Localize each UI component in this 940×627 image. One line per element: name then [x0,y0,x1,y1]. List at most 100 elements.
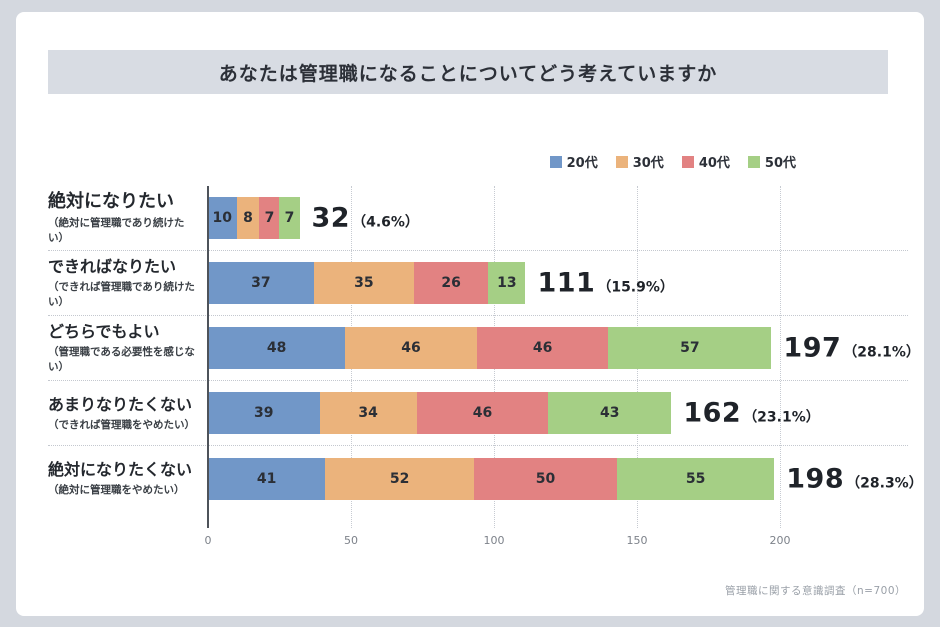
segment-value: 55 [685,470,706,487]
chart-row: あまりなりたくない （できれば管理職をやめたい） 39 34 46 43 162 （23.1%… [48,381,908,446]
legend-item: 50代 [747,152,796,171]
stacked-bar: 41 52 50 55 [208,457,775,500]
legend-item: 20代 [549,152,598,171]
row-total-value: 198 [786,463,845,494]
chart-title: あなたは管理職になることについてどう考えていますか [218,62,718,85]
chart-row: できればなりたい （できれば管理職であり続けたい） 37 35 26 13 111 （15.9… [48,251,908,316]
segment-value: 41 [256,470,277,487]
category-label-sub: （管理職である必要性を感じない） [48,346,195,373]
row-total: 162 （23.1%） [683,398,819,429]
bar-segment-40代: 26 [413,262,489,304]
legend-label: 50代 [764,156,796,171]
bar-segment-20代: 39 [208,392,320,434]
segment-value: 43 [600,405,620,421]
row-total-value: 32 [311,202,351,234]
bar-segment-30代: 34 [319,392,417,434]
row-total-value: 197 [783,332,842,364]
row-total-percent: （28.3%） [846,475,923,491]
category-label-sub: （できれば管理職をやめたい） [48,418,195,431]
legend-item: 40代 [681,152,730,171]
chart-card: あなたは管理職になることについてどう考えていますか 20代 30代 40代 50代 絶… [16,12,924,616]
row-plot-area: 37 35 26 13 111 （15.9%） [208,262,908,304]
segment-value: 52 [389,470,410,487]
segment-value: 48 [266,340,287,356]
category-label-sub: （できれば管理職であり続けたい） [48,281,195,308]
category-label-main: 絶対になりたくない [48,460,193,479]
stacked-bar: 48 46 46 57 [208,327,772,369]
legend-label: 30代 [632,156,664,171]
x-axis-tick-label: 50 [344,534,358,547]
segment-value: 8 [243,210,253,226]
bar-segment-30代: 35 [313,262,414,304]
row-total: 32 （4.6%） [312,203,419,234]
x-axis-tick-label: 100 [483,534,505,547]
chart-title-banner: あなたは管理職になることについてどう考えていますか [48,50,888,94]
row-total-percent: （4.6%） [352,214,419,231]
category-label-main: どちらでもよい [48,322,160,341]
legend-swatch-icon [681,155,694,168]
bar-segment-40代: 50 [473,457,617,500]
row-plot-area: 41 52 50 55 198 （28.3%） [208,457,923,500]
legend: 20代 30代 40代 50代 [549,152,796,171]
category-label-main: あまりなりたくない [48,394,193,414]
gridline [780,186,781,528]
category-label-main: できればなりたい [48,257,177,276]
segment-value: 46 [532,340,553,356]
bar-segment-40代: 46 [476,327,609,369]
segment-value: 13 [497,275,517,291]
row-plot-area: 48 46 46 57 197 （28.1%） [208,327,920,369]
bar-segment-50代: 7 [279,197,300,239]
row-total-percent: （15.9%） [597,279,674,296]
category-label-sub: （絶対に管理職であり続けたい） [48,217,185,245]
y-axis-line [207,186,209,528]
bar-segment-20代: 37 [208,262,314,304]
x-axis-tick-label: 200 [769,534,791,547]
bar-segment-50代: 43 [548,392,672,434]
bar-segment-20代: 48 [208,327,346,369]
legend-swatch-icon [549,155,562,168]
stacked-bar-chart: 絶対になりたい （絶対に管理職であり続けたい） 10 8 7 7 32 （4.6%） できればな… [48,186,923,561]
segment-value: 35 [354,275,374,291]
row-total-value: 162 [683,397,742,429]
source-note: 管理職に関する意識調査（n=700） [725,585,906,597]
segment-value: 46 [472,405,493,421]
category-label: 絶対になりたい （絶対に管理職であり続けたい） [48,191,208,246]
bar-segment-30代: 46 [345,327,477,369]
stacked-bar: 37 35 26 13 [208,262,526,304]
bar-segment-40代: 46 [416,392,549,434]
category-label-main: 絶対になりたい [48,190,174,212]
chart-rows: 絶対になりたい （絶対に管理職であり続けたい） 10 8 7 7 32 （4.6%） できればな… [48,186,923,511]
category-label: どちらでもよい （管理職である必要性を感じない） [48,322,208,374]
bar-segment-20代: 41 [208,457,326,500]
segment-value: 10 [212,210,233,226]
bar-segment-30代: 8 [236,197,260,239]
segment-value: 46 [401,340,421,356]
row-total-percent: （23.1%） [743,409,820,426]
stacked-bar: 39 34 46 43 [208,392,672,434]
chart-row: 絶対になりたくない （絶対に管理職をやめたい） 41 52 50 55 198 （28.3%） [48,446,923,511]
stacked-bar: 10 8 7 7 [208,197,300,239]
chart-row: どちらでもよい （管理職である必要性を感じない） 48 46 46 57 197 （28.1%… [48,316,920,381]
chart-row: 絶対になりたい （絶対に管理職であり続けたい） 10 8 7 7 32 （4.6%） [48,186,908,251]
legend-swatch-icon [615,155,628,168]
category-label: 絶対になりたくない （絶対に管理職をやめたい） [48,460,208,497]
category-label: あまりなりたくない （できれば管理職をやめたい） [48,395,208,432]
segment-value: 39 [254,405,274,421]
x-axis-tick-label: 150 [626,534,648,547]
segment-value: 37 [251,275,271,291]
bar-segment-40代: 7 [259,197,280,239]
category-label: できればなりたい （できれば管理職であり続けたい） [48,257,208,309]
legend-label: 40代 [698,156,730,171]
segment-value: 50 [535,470,556,487]
bar-segment-50代: 13 [488,262,526,304]
legend-item: 30代 [615,152,664,171]
row-total: 111 （15.9%） [537,268,673,299]
segment-value: 57 [680,340,700,356]
bar-segment-20代: 10 [208,197,237,239]
row-plot-area: 39 34 46 43 162 （23.1%） [208,392,908,434]
x-axis-ticks: 0 50 100 150 200 [48,534,908,550]
legend-swatch-icon [747,155,760,168]
row-total: 198 （28.3%） [786,463,922,494]
segment-value: 34 [358,405,378,421]
